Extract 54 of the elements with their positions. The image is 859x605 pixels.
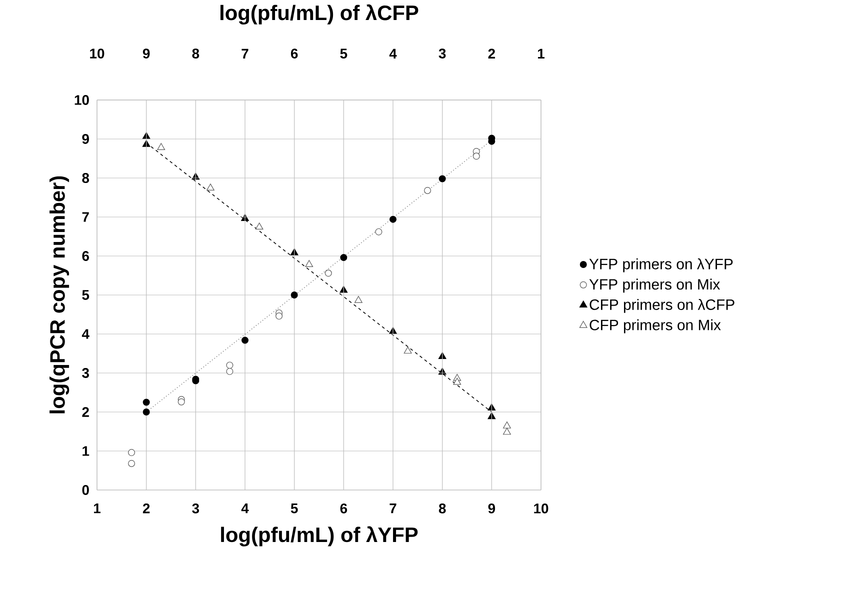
legend-label: CFP primers on λCFP	[590, 298, 734, 313]
point	[472, 152, 480, 160]
x2-tick-label: 9	[142, 48, 150, 58]
y-tick-label: 3	[82, 368, 89, 378]
point	[128, 460, 136, 467]
x-axis-title: log(pfu/mL) of λYFP	[221, 526, 418, 546]
legend-label: YFP primers on λYFP	[589, 258, 733, 272]
point	[424, 186, 432, 194]
x-tick-label: 1	[94, 504, 100, 514]
point	[142, 398, 150, 406]
x2-tick-label: 10	[90, 48, 104, 58]
x2-tick-label: 3	[438, 48, 446, 58]
point	[276, 312, 283, 320]
chart-title: log(pfu/mL) of λCFP	[220, 4, 418, 24]
legend-label: YFP primers on Mix	[589, 278, 720, 293]
point	[340, 254, 348, 262]
x2-tick-label: 4	[389, 48, 397, 58]
y-tick-label: 2	[82, 407, 89, 417]
x-tick-label: 8	[438, 504, 446, 514]
x2-tick-label: 5	[340, 48, 348, 58]
x2-tick-label: 6	[290, 48, 298, 58]
x-tick-label: 6	[340, 504, 348, 514]
point	[242, 336, 248, 344]
x2-tick-label: 7	[242, 48, 248, 58]
x-tick-label: 2	[142, 504, 150, 514]
x-tick-label: 9	[488, 504, 496, 514]
x-tick-label: 10	[534, 504, 548, 514]
x2-tick-label: 2	[488, 48, 495, 58]
x-tick-label: 4	[241, 504, 249, 514]
y-tick-label: 10	[74, 95, 89, 105]
y-tick-label: 0	[82, 485, 89, 495]
point	[290, 291, 298, 298]
x-tick-label: 3	[192, 504, 200, 514]
y-tick-label: 1	[82, 446, 90, 456]
point	[375, 228, 382, 236]
point	[142, 408, 150, 416]
point	[128, 449, 136, 456]
legend-label: CFP primers on Mix	[590, 319, 721, 334]
point	[226, 368, 234, 375]
x-tick-label: 5	[290, 504, 298, 514]
x-tick-label: 7	[390, 504, 396, 514]
y-tick-label: 9	[82, 134, 89, 144]
x2-tick-label: 1	[538, 48, 544, 58]
y-axis-title: log(qPCR copy number)	[50, 176, 70, 414]
point	[226, 362, 234, 369]
y-tick-label: 4	[82, 329, 90, 339]
point	[438, 175, 446, 182]
y-tick-label: 8	[82, 173, 90, 183]
point	[324, 270, 332, 277]
point	[390, 216, 396, 223]
y-tick-label: 5	[82, 290, 90, 300]
x2-tick-label: 8	[192, 48, 200, 58]
y-tick-label: 6	[82, 251, 89, 261]
y-tick-label: 7	[82, 212, 89, 222]
